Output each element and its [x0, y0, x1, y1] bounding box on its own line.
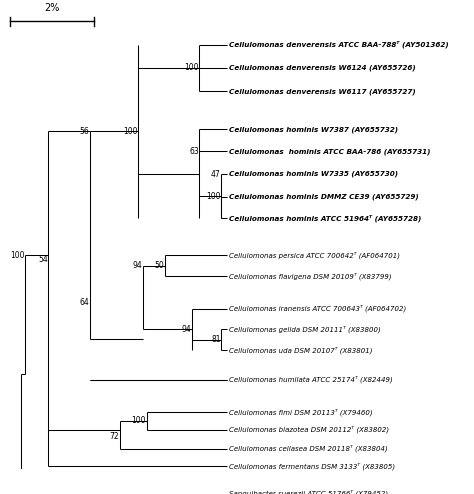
Text: Cellulomonas cellasea DSM 20118ᵀ (X83804): Cellulomonas cellasea DSM 20118ᵀ (X83804…: [228, 445, 387, 453]
Text: Cellulomonas denverensis W6124 (AY655726): Cellulomonas denverensis W6124 (AY655726…: [228, 65, 415, 71]
Text: Cellulomonas  hominis ATCC BAA-786 (AY655731): Cellulomonas hominis ATCC BAA-786 (AY655…: [228, 148, 430, 155]
Text: Cellulomonas humilata ATCC 25174ᵀ (X82449): Cellulomonas humilata ATCC 25174ᵀ (X8244…: [228, 376, 392, 383]
Text: Cellulomonas hominis DMMZ CE39 (AY655729): Cellulomonas hominis DMMZ CE39 (AY655729…: [228, 194, 419, 200]
Text: Sanguibacter suerezii ATCC 51766ᵀ (X79452): Sanguibacter suerezii ATCC 51766ᵀ (X7945…: [228, 490, 388, 494]
Text: 100: 100: [206, 192, 221, 202]
Text: 56: 56: [80, 127, 89, 136]
Text: Cellulomonas hominis W7387 (AY655732): Cellulomonas hominis W7387 (AY655732): [228, 126, 398, 133]
Text: Cellulomonas iranensis ATCC 700643ᵀ (AF064702): Cellulomonas iranensis ATCC 700643ᵀ (AF0…: [228, 305, 406, 312]
Text: 94: 94: [182, 325, 191, 334]
Text: Cellulomonas denverensis ATCC BAA-788ᵀ (AY501362): Cellulomonas denverensis ATCC BAA-788ᵀ (…: [228, 41, 448, 48]
Text: Cellulomonas fermentans DSM 3133ᵀ (X83805): Cellulomonas fermentans DSM 3133ᵀ (X8380…: [228, 462, 395, 470]
Text: 2%: 2%: [44, 3, 59, 13]
Text: Cellulomonas hominis W7335 (AY655730): Cellulomonas hominis W7335 (AY655730): [228, 171, 398, 177]
Text: 81: 81: [211, 335, 221, 344]
Text: 100: 100: [131, 416, 146, 425]
Text: 72: 72: [110, 432, 119, 441]
Text: Cellulomonas fimi DSM 20113ᵀ (X79460): Cellulomonas fimi DSM 20113ᵀ (X79460): [228, 409, 372, 416]
Text: 47: 47: [211, 169, 221, 179]
Text: 100: 100: [184, 64, 199, 73]
Text: Cellulomonas uda DSM 20107ᵀ (X83801): Cellulomonas uda DSM 20107ᵀ (X83801): [228, 347, 372, 354]
Text: 100: 100: [123, 127, 137, 136]
Text: Cellulomonas flavigena DSM 20109ᵀ (X83799): Cellulomonas flavigena DSM 20109ᵀ (X8379…: [228, 272, 391, 280]
Text: 100: 100: [10, 250, 25, 259]
Text: Cellulomonas gelida DSM 20111ᵀ (X83800): Cellulomonas gelida DSM 20111ᵀ (X83800): [228, 326, 381, 333]
Text: 54: 54: [39, 255, 48, 264]
Text: Cellulomonas biazotea DSM 20112ᵀ (X83802): Cellulomonas biazotea DSM 20112ᵀ (X83802…: [228, 426, 389, 433]
Text: 64: 64: [80, 298, 89, 307]
Text: Cellulomonas denverensis W6117 (AY655727): Cellulomonas denverensis W6117 (AY655727…: [228, 88, 415, 94]
Text: 50: 50: [155, 261, 164, 270]
Text: Cellulomonas hominis ATCC 51964ᵀ (AY655728): Cellulomonas hominis ATCC 51964ᵀ (AY6557…: [228, 214, 421, 222]
Text: 94: 94: [133, 261, 143, 270]
Text: Cellulomonas persica ATCC 700642ᵀ (AF064701): Cellulomonas persica ATCC 700642ᵀ (AF064…: [228, 251, 400, 259]
Text: 63: 63: [189, 147, 199, 156]
